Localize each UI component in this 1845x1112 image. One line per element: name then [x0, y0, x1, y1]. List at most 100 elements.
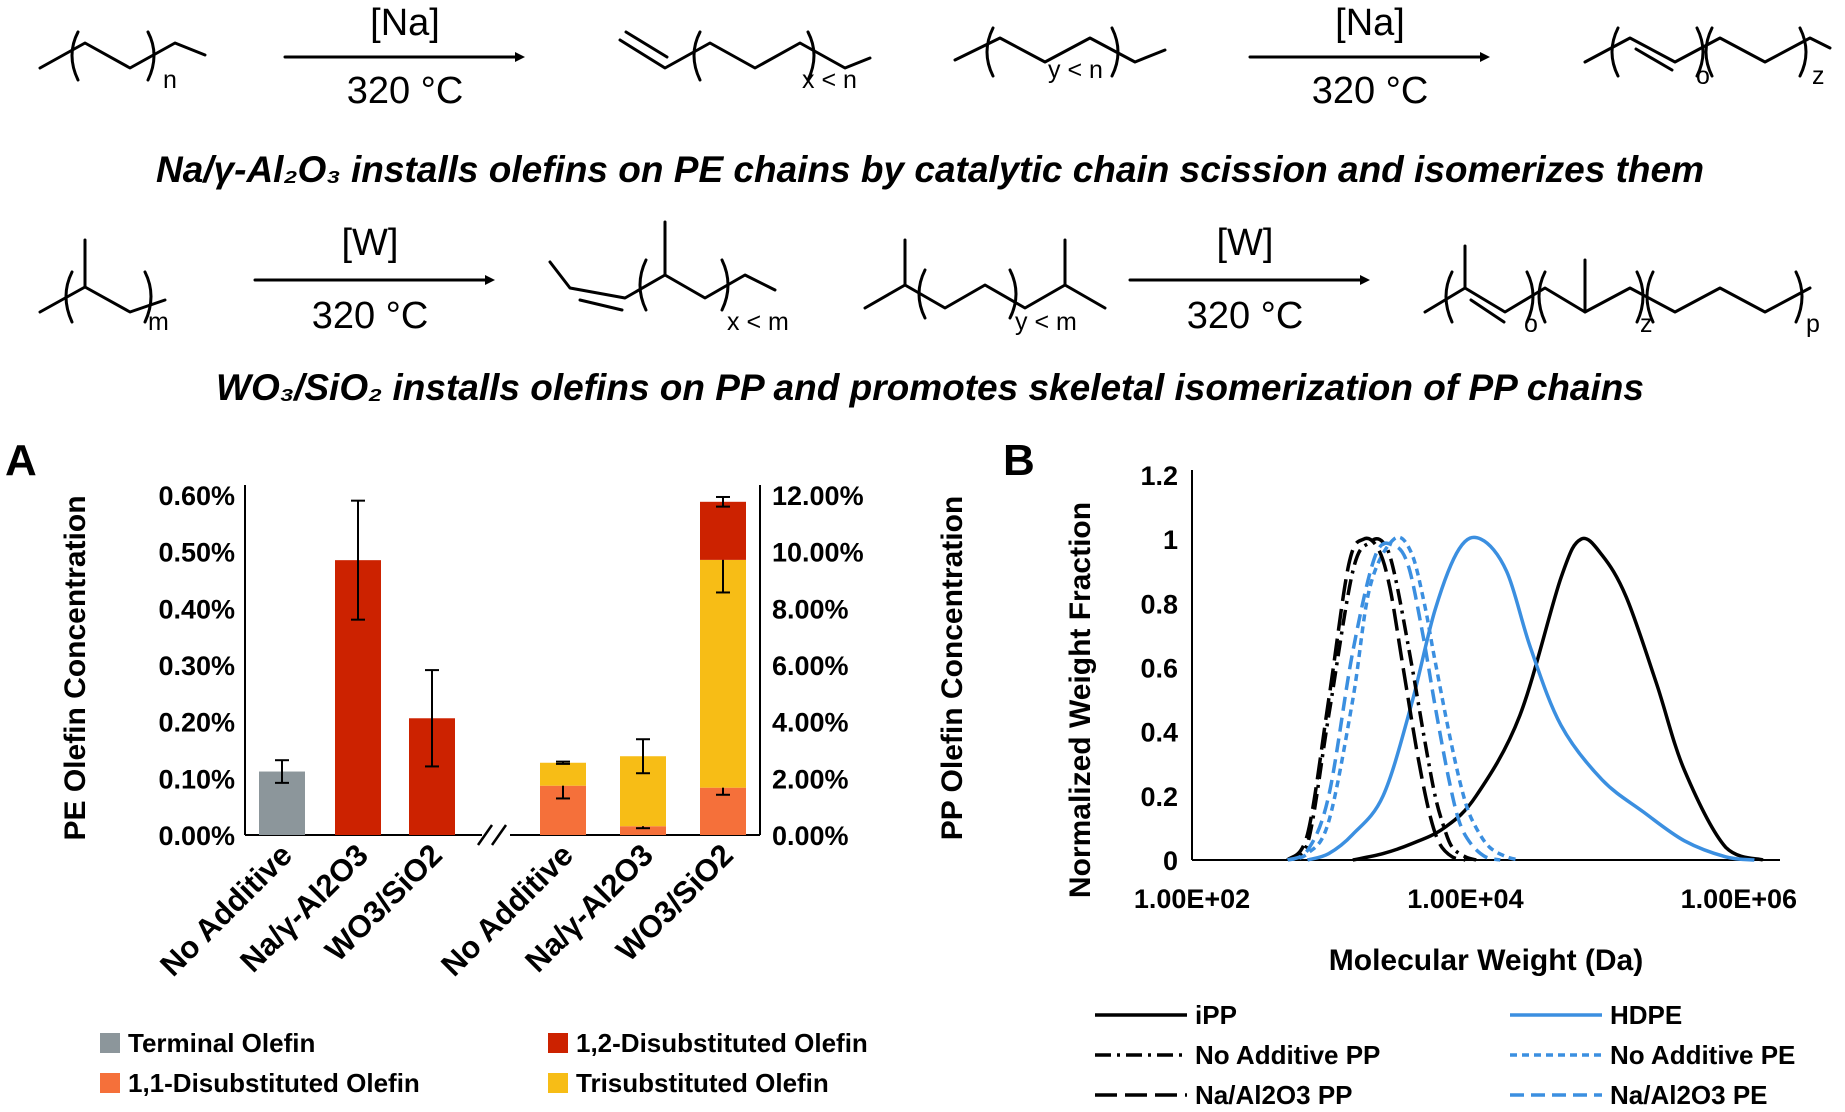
y-tick-label: 1.2 — [1140, 461, 1178, 491]
y-tick-label: 1 — [1163, 525, 1178, 555]
condition-label: 320 °C — [347, 70, 464, 112]
legend-label-1-1-disubstituted-olefin: 1,1-Disubstituted Olefin — [128, 1068, 420, 1098]
bracket-left — [70, 30, 80, 82]
bracket-right — [1794, 270, 1804, 324]
condition-label: 320 °C — [312, 295, 429, 337]
reagent-label: [Na] — [1335, 2, 1405, 44]
cis-olefin-product-structure — [548, 260, 777, 300]
pp-reactant-structure — [38, 285, 167, 314]
series-line-hdpe — [1306, 535, 1755, 862]
bracket-left — [692, 30, 702, 82]
bracket-left — [64, 270, 74, 324]
scheme-caption-1: Na/γ-Al₂O₃ installs olefins on PE chains… — [156, 149, 1704, 190]
panel-b: B Normalized Weight Fraction Molecular W… — [1003, 436, 1797, 1110]
scheme-row-2: m [W] 320 °C x < m y < m [W] 320 °C o z — [38, 220, 1820, 408]
y-tick-label: 0.8 — [1140, 589, 1178, 619]
y-tick-label-right: 2.00% — [772, 764, 849, 794]
reactant-subscript: y < m — [1015, 308, 1077, 336]
terminal-olefin-product-structure — [618, 38, 872, 70]
series-line-no-additive-pe — [1287, 535, 1521, 862]
panel-b-series-lines — [1286, 535, 1764, 862]
bracket-right — [1798, 26, 1808, 78]
bracket-middle — [1645, 270, 1655, 324]
y-tick-label-right: 0.00% — [772, 821, 849, 851]
arrowhead — [1480, 52, 1490, 62]
bar-pp-wo3-sio2-trisubstituted-olefin — [700, 559, 746, 788]
legend-label-no-additive-pp: No Additive PP — [1195, 1040, 1380, 1070]
axis-break-mark — [490, 824, 508, 846]
condition-label: 320 °C — [1312, 70, 1429, 112]
pp-chain-reactant-structure — [863, 283, 1107, 310]
bracket-right — [146, 30, 156, 82]
reagent-label: [W] — [1217, 222, 1274, 264]
axis-break-mark — [476, 824, 494, 846]
bracket-left — [1444, 270, 1454, 324]
y-tick-label: 0.2 — [1140, 782, 1178, 812]
x-tick-label: 1.00E+02 — [1134, 884, 1250, 914]
product-subscript: p — [1806, 310, 1820, 338]
y-tick-label: 0.4 — [1140, 718, 1178, 748]
reagent-label: [W] — [342, 222, 399, 264]
scheme-caption-2: WO₃/SiO₂ installs olefins on PP and prom… — [216, 367, 1644, 408]
bar-pp-wo3-sio2-1-2-disubstituted-olefin — [700, 501, 746, 560]
product-subscript: o — [1696, 62, 1710, 90]
legend-label-ipp: iPP — [1195, 1000, 1237, 1030]
bracket-right — [1008, 268, 1018, 320]
product-subscript: z — [1812, 62, 1825, 90]
y-tick-label: 0.6 — [1140, 654, 1178, 684]
series-line-na-al2o3-pp — [1286, 536, 1466, 862]
legend-swatch-terminal-olefin — [100, 1033, 120, 1053]
series-line-ipp — [1352, 536, 1764, 862]
y-axis-title-left: PE Olefin Concentration — [59, 495, 92, 840]
double-bond — [1634, 47, 1674, 72]
y-tick-label-left: 0.00% — [158, 821, 235, 851]
bracket-left — [1610, 26, 1620, 78]
legend-swatch-trisubstituted-olefin — [548, 1073, 568, 1093]
reagent-label: [Na] — [370, 2, 440, 44]
bracket-right — [720, 258, 730, 312]
legend-label-no-additive-pe: No Additive PE — [1610, 1040, 1795, 1070]
y-tick-label-right: 12.00% — [772, 481, 864, 511]
double-bond — [624, 30, 669, 59]
series-line-na-al2o3-pe — [1286, 541, 1501, 862]
bar-pp-na-al2o3-1-1-disubstituted-olefin — [620, 826, 666, 835]
pe-chain-reactant-structure — [953, 36, 1167, 64]
y-tick-label-left: 0.10% — [158, 764, 235, 794]
panel-a: A PE Olefin Concentration PP Olefin Conc… — [5, 436, 969, 1098]
series-line-no-additive-pp — [1286, 537, 1477, 862]
panel-b-axes: 0 0.2 0.4 0.6 0.8 1 1.2 1.00E+02 1.00E+04 1.00E+0… — [1134, 461, 1797, 914]
bracket-left — [638, 258, 648, 312]
legend-label-hdpe: HDPE — [1610, 1000, 1682, 1030]
y-tick-label: 0 — [1163, 846, 1178, 876]
product-subscript: z — [1640, 310, 1653, 338]
isomerized-pp-product-structure — [1423, 286, 1812, 314]
y-axis-title: Normalized Weight Fraction — [1064, 502, 1097, 898]
x-tick-label: 1.00E+06 — [1681, 884, 1797, 914]
bar-pp-no-additive-trisubstituted-olefin — [540, 762, 586, 786]
bracket-right — [1110, 26, 1120, 78]
legend-label-terminal-olefin: Terminal Olefin — [128, 1028, 315, 1058]
legend-label-na-al2o3-pe: Na/Al2O3 PE — [1610, 1080, 1768, 1110]
pe-reactant-structure — [38, 41, 207, 70]
bracket-middle — [1704, 26, 1714, 78]
y-tick-label-right: 8.00% — [772, 594, 849, 624]
internal-olefin-product-structure — [1583, 36, 1832, 64]
bracket-middle — [1537, 270, 1547, 324]
legend-label-trisubstituted-olefin: Trisubstituted Olefin — [576, 1068, 829, 1098]
legend-label-na-al2o3-pp: Na/Al2O3 PP — [1195, 1080, 1353, 1110]
double-bond — [578, 298, 624, 312]
bracket-right — [143, 270, 153, 324]
product-subscript: x < m — [727, 308, 789, 336]
panel-a-bars — [259, 495, 746, 835]
legend-label-1-2-disubstituted-olefin: 1,2-Disubstituted Olefin — [576, 1028, 868, 1058]
y-tick-label-left: 0.30% — [158, 651, 235, 681]
panel-a-legend: Terminal Olefin 1,2-Disubstituted Olefin 1… — [100, 1028, 868, 1098]
arrowhead — [1360, 275, 1370, 285]
product-subscript: o — [1524, 310, 1538, 338]
legend-swatch-1-1-disubstituted-olefin — [100, 1073, 120, 1093]
y-tick-label-left: 0.50% — [158, 538, 235, 568]
y-tick-label-left: 0.20% — [158, 708, 235, 738]
arrowhead — [515, 52, 525, 62]
y-tick-label-right: 4.00% — [772, 708, 849, 738]
